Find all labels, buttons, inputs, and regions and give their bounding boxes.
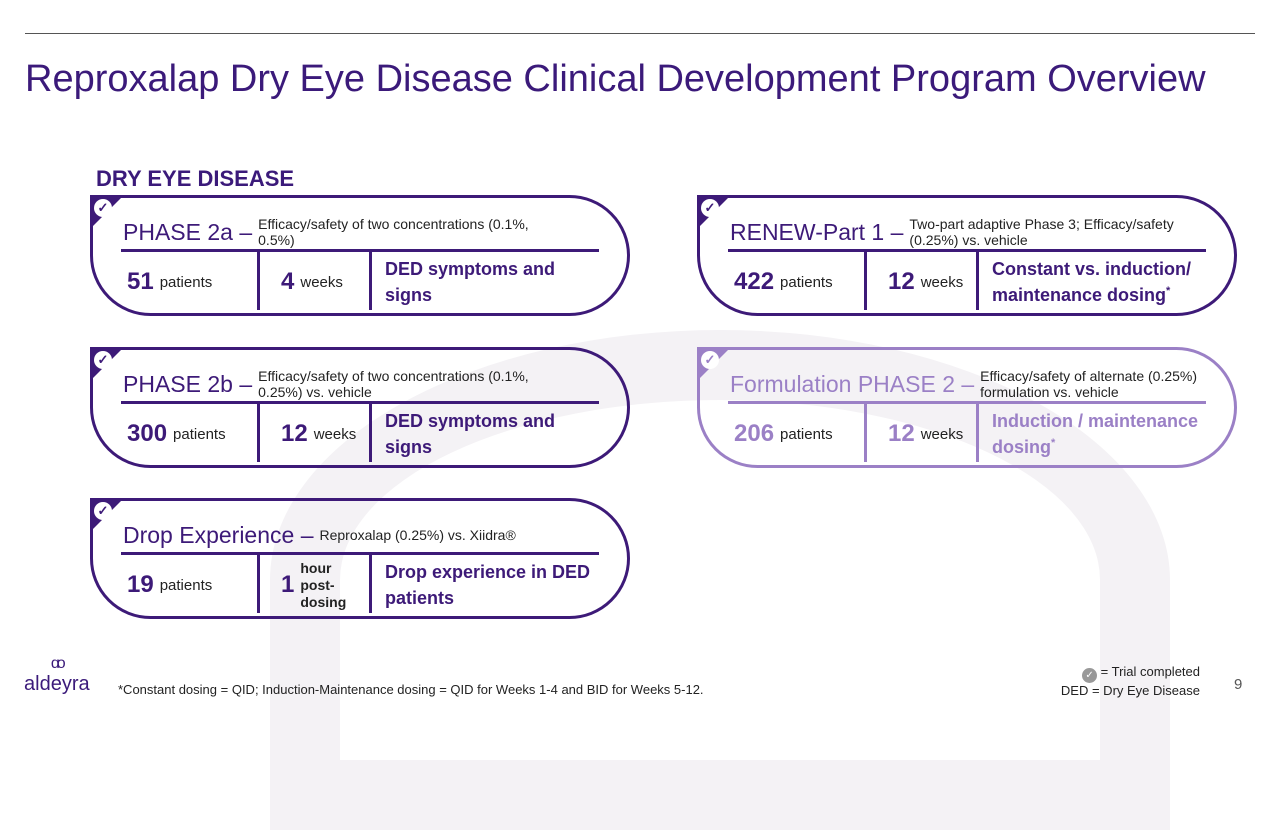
- header-divider: [728, 401, 1206, 404]
- duration-unit: hour post-dosing: [300, 559, 347, 610]
- trial-description: Reproxalap (0.25%) vs. Xiidra®: [319, 527, 516, 543]
- footnote: *Constant dosing = QID; Induction-Mainte…: [118, 682, 704, 697]
- duration-cell: 4 weeks: [281, 252, 343, 312]
- patients-count: 300: [127, 420, 168, 447]
- check-icon: ✓: [1082, 668, 1098, 683]
- patients-unit: patients: [780, 273, 833, 291]
- column-divider: [257, 404, 260, 462]
- top-divider: [25, 33, 1255, 34]
- trial-description: Efficacy/safety of alternate (0.25%) for…: [980, 368, 1198, 400]
- trial-description: Two-part adaptive Phase 3; Efficacy/safe…: [909, 216, 1174, 248]
- page-title: Reproxalap Dry Eye Disease Clinical Deve…: [25, 58, 1206, 100]
- patients-count: 206: [734, 420, 775, 447]
- duration-unit: weeks: [920, 425, 964, 443]
- asterisk: *: [1051, 437, 1056, 449]
- duration-unit: weeks: [300, 273, 343, 291]
- column-divider: [864, 252, 867, 310]
- check-icon: ✓: [701, 351, 719, 369]
- check-icon: ✓: [94, 199, 112, 217]
- patients-unit: patients: [159, 273, 213, 291]
- trial-description: Efficacy/safety of two concentrations (0…: [258, 216, 529, 248]
- duration-value: 4: [281, 268, 295, 295]
- header-divider: [121, 249, 599, 252]
- header-divider: [121, 552, 599, 555]
- outcome-text: Constant vs. induction/ maintenance dosi…: [992, 259, 1192, 305]
- column-divider: [369, 252, 372, 310]
- outcome-cell: Drop experience in DED patients: [385, 555, 605, 615]
- patients-cell: 422 patients: [734, 252, 833, 312]
- patients-cell: 51 patients: [127, 252, 212, 312]
- duration-value: 12: [888, 268, 915, 295]
- card-header: RENEW-Part 1 – Two-part adaptive Phase 3…: [730, 212, 1204, 252]
- patients-count: 422: [734, 268, 775, 295]
- card-header: PHASE 2b – Efficacy/safety of two concen…: [123, 364, 597, 404]
- duration-cell: 12 weeks: [888, 252, 963, 312]
- patients-count: 51: [127, 268, 154, 295]
- patients-cell: 300 patients: [127, 404, 226, 464]
- card-header: Formulation PHASE 2 – Efficacy/safety of…: [730, 364, 1204, 404]
- legend: ✓ = Trial completed DED = Dry Eye Diseas…: [1061, 664, 1200, 699]
- check-icon: ✓: [94, 502, 112, 520]
- column-divider: [976, 252, 979, 310]
- check-icon: ✓: [701, 199, 719, 217]
- legend-ded: DED = Dry Eye Disease: [1060, 683, 1200, 698]
- outcome-cell: DED symptoms and signs: [385, 252, 605, 312]
- trial-card-formulation-phase-2: ✓ Formulation PHASE 2 – Efficacy/safety …: [697, 347, 1237, 468]
- column-divider: [369, 555, 372, 613]
- patients-cell: 19 patients: [127, 555, 212, 615]
- outcome-text: DED symptoms and signs: [385, 411, 556, 457]
- logo-symbol-icon: ɑo: [50, 655, 66, 672]
- patients-cell: 206 patients: [734, 404, 833, 464]
- duration-cell: 12 weeks: [888, 404, 963, 464]
- duration-unit: weeks: [313, 425, 357, 443]
- duration-value: 1: [281, 571, 295, 598]
- trial-name: Formulation PHASE 2 –: [730, 370, 975, 397]
- outcome-text: DED symptoms and signs: [385, 259, 556, 305]
- patients-unit: patients: [159, 576, 213, 594]
- trial-name: RENEW-Part 1 –: [730, 218, 904, 245]
- duration-cell: 1 hour post-dosing: [281, 555, 350, 615]
- column-divider: [257, 252, 260, 310]
- trial-card-phase-2a: ✓ PHASE 2a – Efficacy/safety of two conc…: [90, 195, 630, 316]
- duration-unit: weeks: [920, 273, 964, 291]
- trial-name: PHASE 2a –: [123, 218, 253, 245]
- aldeyra-logo: ɑo aldeyra: [24, 655, 90, 696]
- outcome-cell: Constant vs. induction/ maintenance dosi…: [992, 252, 1212, 312]
- trial-name: Drop Experience –: [123, 521, 314, 548]
- trial-description: Efficacy/safety of two concentrations (0…: [258, 368, 529, 400]
- column-divider: [257, 555, 260, 613]
- outcome-cell: DED symptoms and signs: [385, 404, 605, 464]
- column-divider: [369, 404, 372, 462]
- column-divider: [976, 404, 979, 462]
- header-divider: [121, 401, 599, 404]
- trial-card-phase-2b: ✓ PHASE 2b – Efficacy/safety of two conc…: [90, 347, 630, 468]
- duration-value: 12: [888, 420, 915, 447]
- card-header: Drop Experience – Reproxalap (0.25%) vs.…: [123, 515, 597, 555]
- patients-unit: patients: [173, 425, 226, 443]
- patients-count: 19: [127, 571, 154, 598]
- patients-unit: patients: [780, 425, 833, 443]
- trial-card-drop-experience: ✓ Drop Experience – Reproxalap (0.25%) v…: [90, 498, 630, 619]
- outcome-text: Drop experience in DED patients: [385, 562, 591, 608]
- check-icon: ✓: [94, 351, 112, 369]
- header-divider: [728, 249, 1206, 252]
- asterisk: *: [1166, 285, 1171, 297]
- legend-completed: = Trial completed: [1100, 664, 1200, 679]
- trial-name: PHASE 2b –: [123, 370, 253, 397]
- section-heading: DRY EYE DISEASE: [96, 166, 295, 191]
- trial-card-renew-part-1: ✓ RENEW-Part 1 – Two-part adaptive Phase…: [697, 195, 1237, 316]
- page-number: 9: [1234, 676, 1243, 693]
- card-header: PHASE 2a – Efficacy/safety of two concen…: [123, 212, 597, 252]
- outcome-text: Induction / maintenance dosing: [992, 411, 1199, 457]
- logo-text: aldeyra: [24, 673, 90, 695]
- outcome-cell: Induction / maintenance dosing*: [992, 404, 1212, 464]
- duration-value: 12: [281, 420, 308, 447]
- duration-cell: 12 weeks: [281, 404, 356, 464]
- column-divider: [864, 404, 867, 462]
